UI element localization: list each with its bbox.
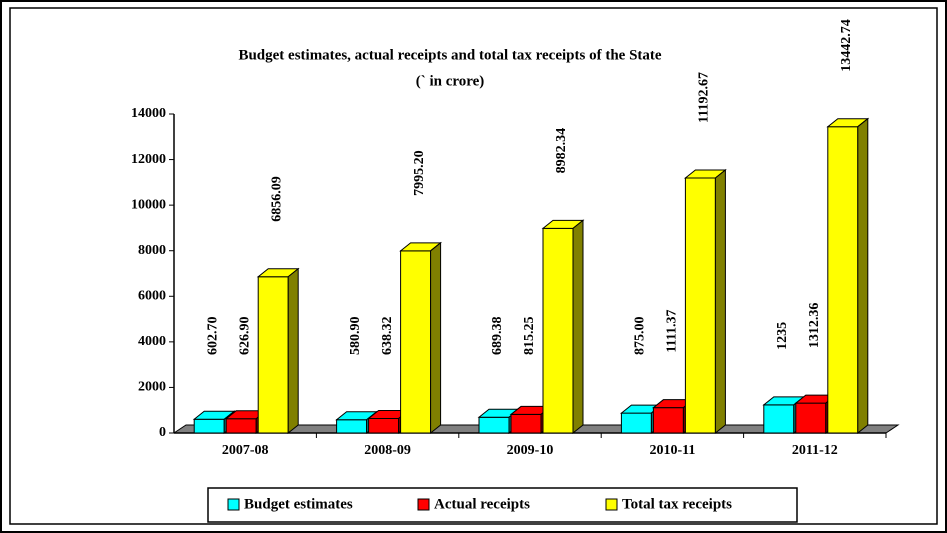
bar <box>827 126 859 434</box>
y-tick-label: 2000 <box>138 380 166 395</box>
value-label: 1111.37 <box>665 309 680 352</box>
y-tick-label: 12000 <box>131 152 166 167</box>
legend-swatch <box>605 498 618 511</box>
y-tick-label: 8000 <box>138 243 166 258</box>
bar <box>478 416 510 434</box>
y-tick-label: 0 <box>159 425 166 440</box>
inner-frame <box>9 7 938 525</box>
bar <box>684 177 716 434</box>
value-label: 6856.09 <box>269 176 284 222</box>
legend-label: Budget estimates <box>244 496 353 512</box>
x-tick-label: 2008-09 <box>364 443 411 458</box>
bar-side <box>572 219 584 435</box>
bar <box>400 250 432 434</box>
legend-label: Actual receipts <box>434 496 530 512</box>
bar <box>542 227 574 434</box>
value-label: 7995.20 <box>412 150 427 196</box>
bar <box>257 276 289 434</box>
legend-swatch <box>417 498 430 511</box>
value-label: 13442.74 <box>839 19 854 72</box>
value-label: 626.90 <box>237 317 252 356</box>
bar-side <box>714 168 726 435</box>
value-label: 638.32 <box>380 317 395 356</box>
value-label: 1312.36 <box>807 303 822 349</box>
value-label: 1235 <box>775 322 790 350</box>
bar <box>368 417 400 434</box>
legend-label: Total tax receipts <box>622 496 732 512</box>
bar <box>336 419 368 434</box>
bar <box>652 407 684 434</box>
value-label: 580.90 <box>348 317 363 356</box>
bar <box>193 418 225 434</box>
bar <box>510 413 542 434</box>
value-label: 875.00 <box>633 317 648 356</box>
bar <box>795 402 827 434</box>
value-label: 602.70 <box>205 317 220 356</box>
bar-side <box>430 241 442 435</box>
chart-title: Budget estimates, actual receipts and to… <box>238 47 661 63</box>
chart-subtitle: (` in crore) <box>416 73 485 89</box>
value-label: 815.25 <box>522 317 537 356</box>
bar <box>225 418 257 434</box>
value-label: 8982.34 <box>554 128 569 174</box>
bar-side <box>287 267 299 435</box>
bar <box>620 412 652 434</box>
x-tick-label: 2011-12 <box>792 443 838 458</box>
y-tick-label: 14000 <box>131 106 166 121</box>
value-label: 689.38 <box>490 317 505 356</box>
legend <box>207 487 798 523</box>
x-tick-label: 2009-10 <box>507 443 554 458</box>
y-tick-label: 6000 <box>138 289 166 304</box>
y-tick-label: 4000 <box>138 334 166 349</box>
value-label: 11192.67 <box>697 72 712 123</box>
x-tick-label: 2010-11 <box>649 443 695 458</box>
y-tick-label: 10000 <box>131 197 166 212</box>
bar-side <box>857 117 869 435</box>
bar <box>763 404 795 434</box>
legend-swatch <box>227 498 240 511</box>
x-tick-label: 2007-08 <box>222 443 269 458</box>
